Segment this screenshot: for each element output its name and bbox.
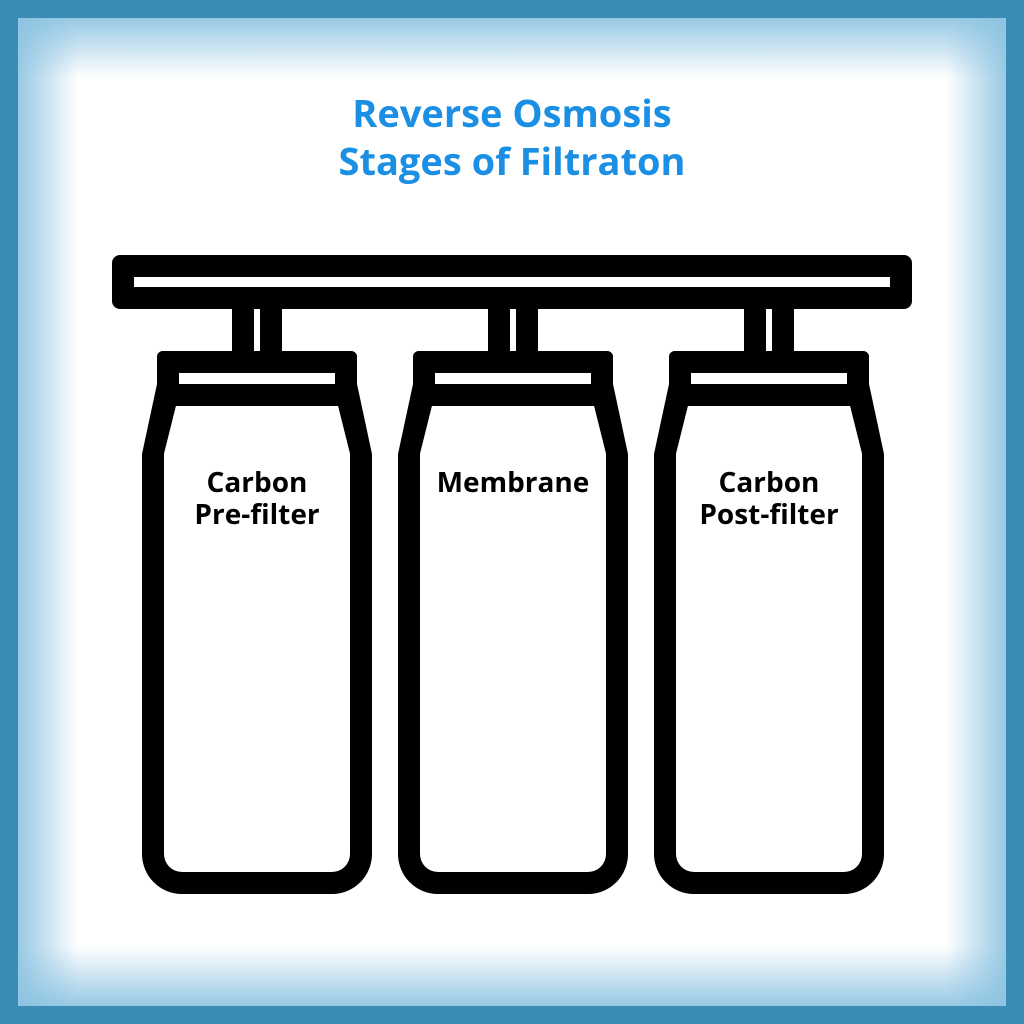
canister-neck bbox=[232, 309, 282, 351]
canister-shoulder bbox=[654, 385, 884, 455]
filtration-diagram: Carbon Pre-filter Membrane bbox=[112, 255, 912, 955]
canister-body: Carbon Pre-filter bbox=[142, 454, 372, 894]
canister-post-filter: Carbon Post-filter bbox=[654, 309, 884, 894]
infographic-frame: Reverse Osmosis Stages of Filtraton Carb… bbox=[0, 0, 1024, 1024]
manifold-bar bbox=[112, 255, 912, 309]
canister-label: Carbon Post-filter bbox=[676, 466, 862, 530]
canister-cap bbox=[669, 351, 869, 385]
canister-neck bbox=[488, 309, 538, 351]
title-line-1: Reverse Osmosis bbox=[339, 90, 686, 138]
canister-label: Membrane bbox=[420, 466, 606, 498]
canister-pre-filter: Carbon Pre-filter bbox=[142, 309, 372, 894]
canister-shoulder bbox=[142, 385, 372, 455]
canister-cap bbox=[157, 351, 357, 385]
canister-shoulder bbox=[398, 385, 628, 455]
canister-cap bbox=[413, 351, 613, 385]
content-area: Reverse Osmosis Stages of Filtraton Carb… bbox=[18, 18, 1006, 1006]
label-line-2: Pre-filter bbox=[194, 495, 319, 533]
label-line-2: Post-filter bbox=[699, 495, 838, 533]
canister-neck bbox=[744, 309, 794, 351]
title-line-2: Stages of Filtraton bbox=[339, 138, 686, 186]
canister-label: Carbon Pre-filter bbox=[164, 466, 350, 530]
canister-body: Carbon Post-filter bbox=[654, 454, 884, 894]
canister-membrane: Membrane bbox=[398, 309, 628, 894]
diagram-title: Reverse Osmosis Stages of Filtraton bbox=[339, 90, 686, 185]
canister-body: Membrane bbox=[398, 454, 628, 894]
label-line-1: Membrane bbox=[437, 463, 590, 501]
